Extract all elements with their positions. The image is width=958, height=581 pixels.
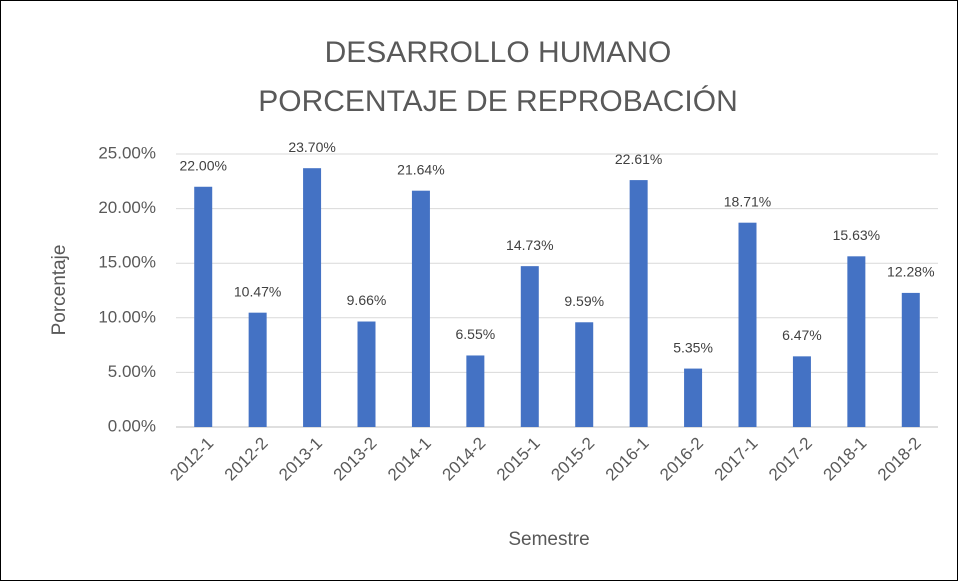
data-label: 9.59%	[564, 293, 604, 309]
data-label: 21.64%	[397, 161, 444, 177]
bar	[629, 180, 648, 427]
data-label: 12.28%	[887, 264, 934, 280]
bar	[520, 266, 539, 427]
data-label: 9.66%	[347, 292, 387, 308]
y-tick-label: 20.00%	[98, 198, 156, 217]
bar	[792, 356, 811, 427]
y-tick-label: 5.00%	[108, 362, 156, 381]
bar	[738, 222, 757, 427]
data-label: 22.00%	[179, 157, 226, 173]
data-label: 15.63%	[833, 227, 880, 243]
y-tick-label: 0.00%	[108, 416, 156, 435]
y-tick-label: 10.00%	[98, 307, 156, 326]
data-label: 6.47%	[782, 327, 822, 343]
data-label: 14.73%	[506, 237, 553, 253]
y-tick-label: 15.00%	[98, 253, 156, 272]
data-label: 10.47%	[234, 283, 281, 299]
bar	[466, 355, 485, 427]
bar	[303, 168, 322, 428]
x-axis-title: Semestre	[508, 529, 589, 550]
data-label: 18.71%	[724, 193, 771, 209]
y-tick-label: 25.00%	[98, 143, 156, 162]
y-axis-title: Porcentaje	[49, 245, 70, 336]
bar	[684, 368, 703, 427]
bar	[194, 186, 213, 427]
chart-title: PORCENTAJE DE REPROBACIÓN	[258, 85, 738, 118]
data-label: 6.55%	[456, 326, 496, 342]
bar	[248, 312, 267, 427]
bar	[901, 292, 920, 427]
data-label: 22.61%	[615, 151, 662, 167]
bar	[411, 190, 430, 427]
bar	[847, 256, 866, 427]
bar	[357, 321, 376, 427]
chart-title: DESARROLLO HUMANO	[325, 36, 672, 69]
data-label: 23.70%	[288, 139, 335, 155]
data-label: 5.35%	[673, 339, 713, 355]
bar	[575, 322, 594, 427]
